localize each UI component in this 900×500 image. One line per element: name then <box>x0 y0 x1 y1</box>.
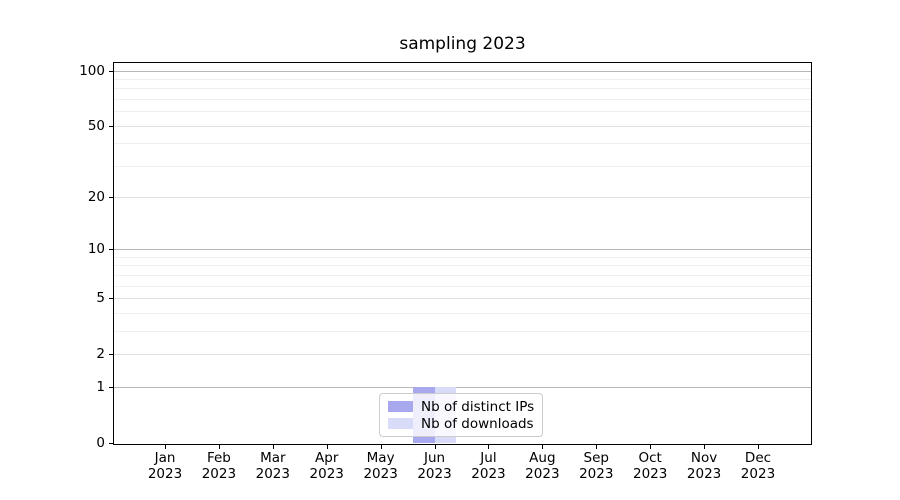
x-tick-label: Dec 2023 <box>740 450 776 482</box>
x-tick-label: Mar 2023 <box>255 450 290 482</box>
legend-label-downloads: Nb of downloads <box>421 415 534 432</box>
x-tick-mark <box>650 445 652 449</box>
y-tick-mark <box>109 197 113 199</box>
plot-area: Nb of distinct IPs Nb of downloads 0 1 2 5 1… <box>79 62 812 481</box>
y-tick-label: 100 <box>79 62 105 79</box>
gridline-major <box>114 353 811 355</box>
gridline-minor <box>114 330 811 332</box>
y-tick-label: 50 <box>87 117 105 134</box>
legend-item-downloads: Nb of downloads <box>388 416 534 432</box>
gridline-minor <box>114 285 811 287</box>
x-tick-mark <box>272 445 274 449</box>
y-tick-label: 1 <box>96 378 105 395</box>
y-tick-mark <box>109 353 113 355</box>
x-tick-label: Sep 2023 <box>579 450 614 482</box>
x-tick-label: Apr 2023 <box>309 450 344 482</box>
legend: Nb of distinct IPs Nb of downloads <box>379 393 544 437</box>
x-tick-label: Feb 2023 <box>201 450 237 482</box>
x-tick-label: Nov 2023 <box>686 450 722 482</box>
gridline-minor <box>114 79 811 81</box>
y-tick-label: 10 <box>87 241 105 258</box>
x-tick-label: Jun 2023 <box>417 450 452 482</box>
y-tick-mark <box>109 442 113 444</box>
legend-swatch-downloads <box>388 418 413 429</box>
gridline-major <box>114 298 811 300</box>
x-tick-mark <box>165 445 166 449</box>
y-tick-mark <box>109 386 113 388</box>
y-tick-mark <box>109 70 113 72</box>
x-tick-label: Jan 2023 <box>147 450 183 482</box>
x-tick-mark <box>326 445 328 449</box>
gridline-minor <box>114 143 811 145</box>
gridline-major <box>114 249 811 251</box>
gridline-minor <box>114 111 811 113</box>
y-tick-mark <box>109 249 113 251</box>
chart-title: sampling 2023 <box>399 34 526 54</box>
x-tick-label: Jul 2023 <box>471 450 506 482</box>
gridline-major <box>114 125 811 127</box>
y-tick-mark <box>109 125 113 127</box>
x-tick-label: Aug 2023 <box>525 450 560 482</box>
x-tick-mark <box>488 445 490 449</box>
y-tick-label: 5 <box>96 290 105 307</box>
x-tick-mark <box>757 445 759 449</box>
y-tick-mark <box>109 298 113 300</box>
gridline-minor <box>114 99 811 101</box>
legend-label-distinct-ips: Nb of distinct IPs <box>421 398 535 415</box>
y-tick-label: 0 <box>96 434 105 451</box>
y-tick-label: 2 <box>96 345 105 362</box>
gridline-major <box>114 70 811 72</box>
gridline-major <box>114 386 811 388</box>
x-tick-mark <box>218 445 220 449</box>
x-tick-label: Oct 2023 <box>632 450 668 482</box>
gridline-minor <box>114 256 811 258</box>
gridline-minor <box>114 165 811 167</box>
x-tick-mark <box>596 445 598 449</box>
x-tick-mark <box>542 445 544 449</box>
y-tick-label: 20 <box>87 189 105 206</box>
x-tick-label: May 2023 <box>363 450 398 482</box>
gridline-minor <box>114 88 811 90</box>
gridline-minor <box>114 265 811 267</box>
gridline-minor <box>114 274 811 276</box>
legend-swatch-distinct-ips <box>388 401 413 412</box>
gridline-minor <box>114 312 811 314</box>
legend-item-distinct-ips: Nb of distinct IPs <box>388 399 534 415</box>
x-tick-mark <box>704 445 706 449</box>
gridline-major <box>114 197 811 199</box>
x-tick-mark <box>380 445 382 449</box>
x-tick-mark <box>434 445 436 449</box>
